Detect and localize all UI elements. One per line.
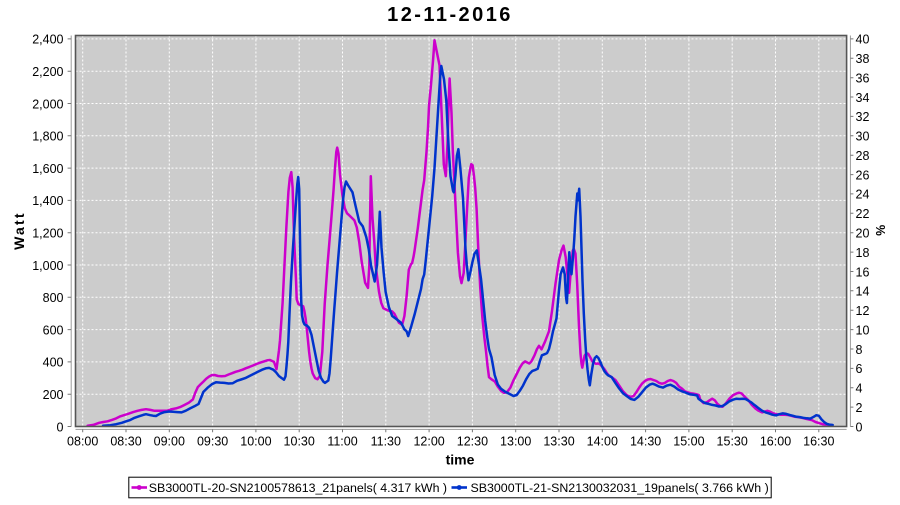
svg-text:36: 36 bbox=[856, 72, 870, 86]
svg-text:11:30: 11:30 bbox=[371, 435, 401, 449]
svg-text:24: 24 bbox=[856, 188, 870, 202]
svg-text:12:00: 12:00 bbox=[413, 435, 444, 449]
svg-text:20: 20 bbox=[856, 227, 870, 241]
svg-text:6: 6 bbox=[856, 362, 863, 376]
svg-text:09:00: 09:00 bbox=[154, 435, 185, 449]
svg-text:400: 400 bbox=[43, 356, 64, 370]
svg-text:08:30: 08:30 bbox=[110, 435, 141, 449]
svg-text:14:30: 14:30 bbox=[630, 435, 661, 449]
svg-text:16:00: 16:00 bbox=[760, 435, 791, 449]
svg-text:2,000: 2,000 bbox=[32, 97, 63, 111]
svg-text:30: 30 bbox=[856, 130, 870, 144]
svg-text:SB3000TL-20-SN2100578613_21pan: SB3000TL-20-SN2100578613_21panels( 4.317… bbox=[149, 481, 447, 495]
svg-text:16:30: 16:30 bbox=[803, 435, 834, 449]
svg-text:200: 200 bbox=[43, 388, 64, 402]
svg-text:Watt: Watt bbox=[11, 211, 27, 250]
svg-text:14:00: 14:00 bbox=[587, 435, 618, 449]
svg-text:12-11-2016: 12-11-2016 bbox=[387, 4, 513, 26]
svg-text:34: 34 bbox=[856, 91, 870, 105]
svg-text:4: 4 bbox=[856, 382, 863, 396]
svg-text:13:30: 13:30 bbox=[543, 435, 574, 449]
svg-text:1,600: 1,600 bbox=[32, 162, 63, 176]
svg-text:10:30: 10:30 bbox=[284, 435, 315, 449]
svg-text:10: 10 bbox=[856, 323, 870, 337]
svg-text:1,800: 1,800 bbox=[32, 130, 63, 144]
svg-text:09:30: 09:30 bbox=[197, 435, 228, 449]
svg-text:40: 40 bbox=[856, 33, 870, 47]
svg-text:1,000: 1,000 bbox=[32, 259, 63, 273]
svg-text:12: 12 bbox=[856, 304, 870, 318]
svg-text:16: 16 bbox=[856, 265, 870, 279]
svg-text:08:00: 08:00 bbox=[67, 435, 98, 449]
svg-text:time: time bbox=[446, 452, 475, 468]
svg-text:0: 0 bbox=[57, 420, 64, 434]
svg-text:2,200: 2,200 bbox=[32, 65, 63, 79]
svg-text:15:30: 15:30 bbox=[717, 435, 748, 449]
svg-text:26: 26 bbox=[856, 168, 870, 182]
svg-text:0: 0 bbox=[856, 420, 863, 434]
svg-text:1,400: 1,400 bbox=[32, 194, 63, 208]
svg-text:8: 8 bbox=[856, 343, 863, 357]
svg-text:22: 22 bbox=[856, 207, 870, 221]
svg-text:2: 2 bbox=[856, 401, 863, 415]
svg-text:SB3000TL-21-SN2130032031_19pan: SB3000TL-21-SN2130032031_19panels( 3.766… bbox=[471, 481, 769, 495]
svg-text:10:00: 10:00 bbox=[240, 435, 271, 449]
svg-text:600: 600 bbox=[43, 323, 64, 337]
svg-text:13:00: 13:00 bbox=[500, 435, 531, 449]
svg-text:2,400: 2,400 bbox=[32, 33, 63, 47]
svg-text:800: 800 bbox=[43, 291, 64, 305]
svg-text:38: 38 bbox=[856, 52, 870, 66]
svg-text:15:00: 15:00 bbox=[673, 435, 704, 449]
svg-text:1,200: 1,200 bbox=[32, 227, 63, 241]
svg-text:14: 14 bbox=[856, 285, 870, 299]
svg-text:%: % bbox=[873, 225, 887, 236]
svg-text:32: 32 bbox=[856, 110, 870, 124]
svg-text:28: 28 bbox=[856, 149, 870, 163]
svg-text:12:30: 12:30 bbox=[457, 435, 488, 449]
svg-text:18: 18 bbox=[856, 246, 870, 260]
svg-text:11:00: 11:00 bbox=[327, 435, 357, 449]
